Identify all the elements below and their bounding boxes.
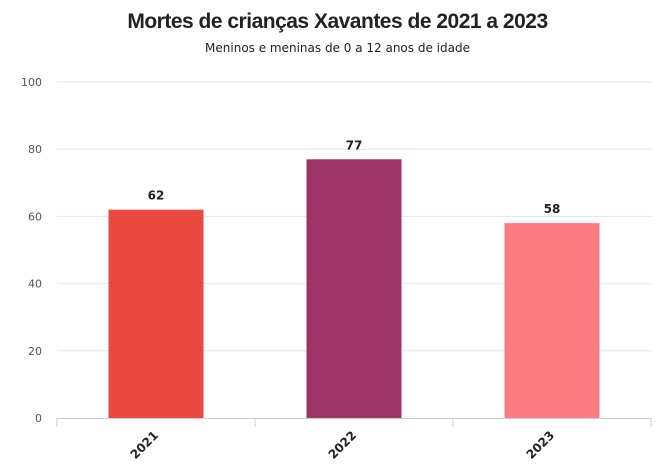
x-tick-label-2021: 2021 bbox=[128, 428, 162, 462]
bar-value-label-2023: 58 bbox=[544, 202, 561, 216]
bar-2023 bbox=[504, 223, 600, 418]
x-tick-label-2022: 2022 bbox=[326, 428, 360, 462]
bar-value-labels: 62 77 58 bbox=[148, 138, 561, 216]
y-tick-label-0: 0 bbox=[35, 412, 42, 425]
x-tick-label-2023: 2023 bbox=[524, 428, 558, 462]
y-tick-label-60: 60 bbox=[28, 210, 42, 223]
chart-title: Mortes de crianças Xavantes de 2021 a 20… bbox=[127, 10, 548, 33]
y-tick-label-20: 20 bbox=[28, 345, 42, 358]
x-axis: 2021 2022 2023 bbox=[56, 418, 652, 462]
y-tick-label-40: 40 bbox=[28, 278, 42, 291]
y-tick-label-100: 100 bbox=[21, 76, 42, 89]
bar-2022 bbox=[306, 159, 402, 418]
y-tick-label-80: 80 bbox=[28, 143, 42, 156]
bar-value-label-2021: 62 bbox=[148, 189, 165, 203]
bar-value-label-2022: 77 bbox=[346, 138, 363, 152]
bar-2021 bbox=[108, 209, 204, 418]
y-axis-ticks: 0 20 40 60 80 100 bbox=[21, 76, 42, 425]
bars bbox=[108, 159, 600, 418]
chart-subtitle: Meninos e meninas de 0 a 12 anos de idad… bbox=[205, 41, 470, 55]
